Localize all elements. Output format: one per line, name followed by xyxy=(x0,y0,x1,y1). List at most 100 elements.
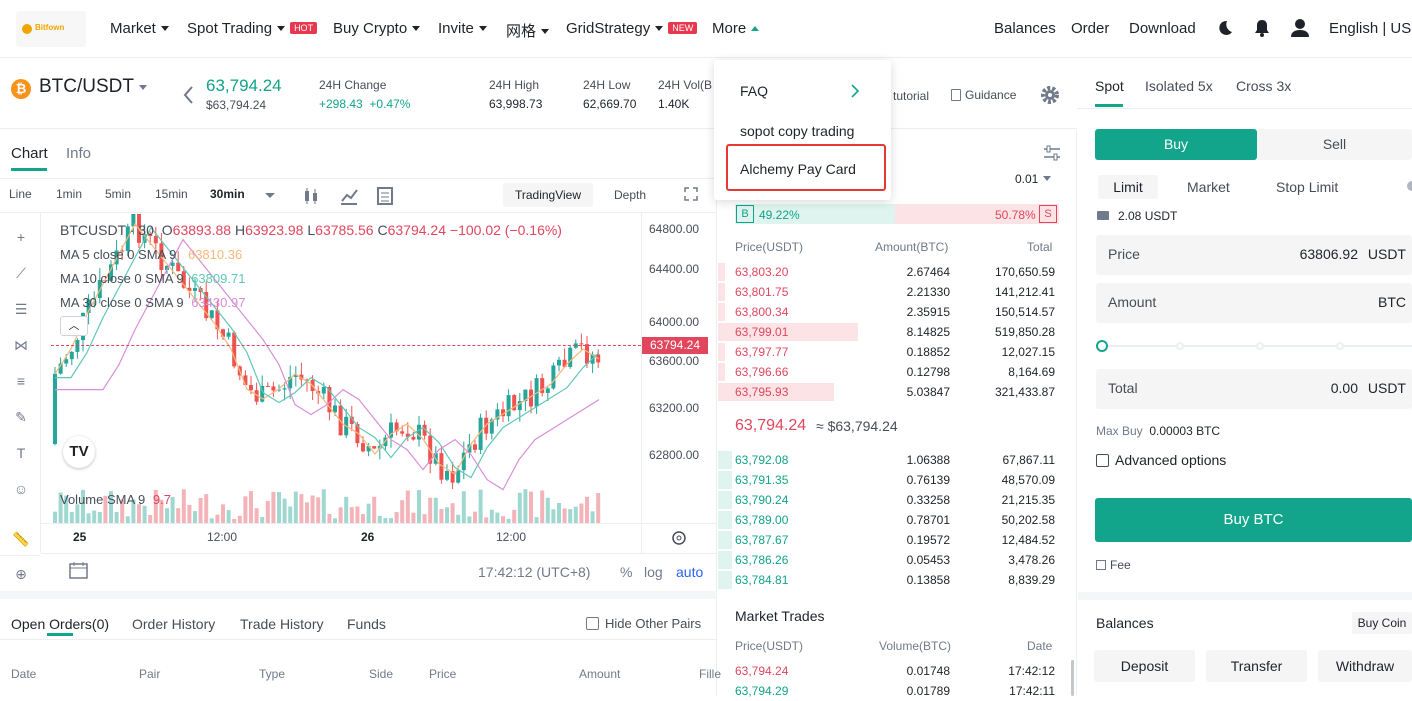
slider-mark-75[interactable] xyxy=(1336,342,1344,350)
moon-icon[interactable] xyxy=(1215,19,1233,37)
pattern-icon[interactable]: ⋈ xyxy=(14,337,28,353)
pair-selector[interactable]: BTC/USDT xyxy=(39,76,147,98)
orderbook-layout-icon[interactable] xyxy=(1043,145,1061,161)
brush-icon[interactable]: ✎ xyxy=(15,409,27,425)
nav-invite[interactable]: Invite xyxy=(438,20,487,37)
amount-field[interactable]: Amount BTC xyxy=(1096,283,1412,323)
guidance-link[interactable]: Guidance xyxy=(951,88,1016,102)
nav-download[interactable]: Download xyxy=(1129,20,1196,37)
slider-mark-50[interactable] xyxy=(1256,342,1264,350)
text-icon[interactable]: T xyxy=(16,445,26,461)
tab-chart[interactable]: Chart xyxy=(11,145,48,162)
fib-icon[interactable]: ≡ xyxy=(16,373,26,389)
ruler-icon[interactable]: 📏 xyxy=(12,531,30,547)
view-depth[interactable]: Depth xyxy=(614,188,647,202)
bell-icon[interactable] xyxy=(1253,19,1271,37)
log-scale-toggle[interactable]: log xyxy=(644,564,663,580)
precision-selector[interactable]: 0.01 xyxy=(1015,172,1052,186)
legend-collapse-button[interactable]: ︿ xyxy=(60,316,88,336)
order-type-limit[interactable]: Limit xyxy=(1098,175,1158,199)
ask-row[interactable]: 63,800.34 2.35915 150,514.57 xyxy=(718,302,1060,322)
nav-more[interactable]: More xyxy=(712,20,760,37)
orders-column-header[interactable]: Type xyxy=(259,667,286,681)
percent-scale-toggle[interactable]: % xyxy=(620,564,633,580)
auto-scale-toggle[interactable]: auto xyxy=(676,564,704,580)
menu-item-alchemy-pay-card[interactable]: Alchemy Pay Card xyxy=(726,144,886,191)
buy-btc-button[interactable]: Buy BTC xyxy=(1095,498,1412,542)
nav-grid-cn[interactable]: 网格 xyxy=(506,20,550,41)
horizontal-lines-icon[interactable]: ☰ xyxy=(14,301,28,317)
ask-row[interactable]: 63,796.66 0.12798 8,164.69 xyxy=(718,362,1060,382)
bid-row[interactable]: 63,790.24 0.33258 21,215.35 xyxy=(718,490,1060,510)
chevron-left-icon[interactable] xyxy=(182,85,194,105)
settings-sheet-icon[interactable] xyxy=(377,187,393,205)
price-field-value[interactable]: 63806.92 xyxy=(1299,246,1358,262)
ask-row[interactable]: 63,797.77 0.18852 12,027.15 xyxy=(718,342,1060,362)
bid-row[interactable]: 63,787.67 0.19572 12,484.52 xyxy=(718,530,1060,550)
slider-mark-25[interactable] xyxy=(1176,342,1184,350)
menu-item-faq[interactable]: FAQ xyxy=(714,74,891,108)
ask-row[interactable]: 63,801.75 2.21330 141,212.41 xyxy=(718,282,1060,302)
withdraw-button[interactable]: Withdraw xyxy=(1318,650,1412,682)
candle-type-icon[interactable] xyxy=(302,188,320,204)
language-currency-selector[interactable]: English | USD xyxy=(1329,20,1412,37)
fee-link[interactable]: Fee xyxy=(1096,558,1131,572)
orders-tab[interactable]: Funds xyxy=(347,616,386,632)
menu-item-copy-trading[interactable]: sopot copy trading xyxy=(714,115,891,149)
buy-toggle[interactable]: Buy xyxy=(1095,129,1257,160)
nav-market[interactable]: Market xyxy=(110,20,169,37)
bid-row[interactable]: 63,786.26 0.05453 3,478.26 xyxy=(718,550,1060,570)
tab-spot[interactable]: Spot xyxy=(1095,78,1124,94)
nav-balances[interactable]: Balances xyxy=(994,20,1056,37)
bid-row[interactable]: 63,792.08 1.06388 67,867.11 xyxy=(718,450,1060,470)
ask-row[interactable]: 63,795.93 5.03847 321,433.87 xyxy=(718,382,1060,402)
nav-grid-strategy[interactable]: GridStrategy NEW xyxy=(566,20,698,37)
tutorial-link[interactable]: tutorial xyxy=(893,89,930,103)
orders-tab[interactable]: Trade History xyxy=(240,616,324,632)
axis-settings-gear-icon[interactable] xyxy=(671,530,687,546)
bid-row[interactable]: 63,784.81 0.13858 8,839.29 xyxy=(718,570,1060,590)
checkbox[interactable] xyxy=(586,617,599,630)
nav-buy-crypto[interactable]: Buy Crypto xyxy=(333,20,421,37)
user-icon[interactable] xyxy=(1290,18,1310,38)
scrollbar[interactable] xyxy=(1071,660,1074,696)
interval-line[interactable]: Line xyxy=(9,187,32,201)
advanced-options[interactable]: Advanced options xyxy=(1096,452,1226,468)
date-range-icon[interactable] xyxy=(69,561,89,579)
logo[interactable]: Bitfown xyxy=(16,11,86,47)
orders-tab[interactable]: Open Orders(0) xyxy=(11,616,110,632)
fullscreen-icon[interactable] xyxy=(684,187,698,201)
tab-cross[interactable]: Cross 3x xyxy=(1236,78,1292,94)
view-tradingview[interactable]: TradingView xyxy=(503,183,593,207)
tab-isolated[interactable]: Isolated 5x xyxy=(1145,78,1213,94)
order-type-stop-limit[interactable]: Stop Limit xyxy=(1276,179,1339,195)
indicators-icon[interactable] xyxy=(340,187,358,205)
ask-row[interactable]: 63,803.20 2.67464 170,650.59 xyxy=(718,262,1060,282)
total-field[interactable]: Total 0.00 USDT xyxy=(1096,369,1412,409)
buy-coin-button[interactable]: Buy Coin xyxy=(1352,612,1412,634)
gear-icon[interactable] xyxy=(1040,85,1060,105)
total-field-value[interactable]: 0.00 xyxy=(1330,380,1358,396)
hide-other-pairs[interactable]: Hide Other Pairs xyxy=(586,616,701,631)
slider-handle[interactable] xyxy=(1096,340,1108,352)
ask-row[interactable]: 63,799.01 8.14825 519,850.28 xyxy=(718,322,1060,342)
orders-tab[interactable]: Order History xyxy=(132,616,216,632)
trendline-icon[interactable]: ⟋ xyxy=(16,265,26,281)
interval-5min[interactable]: 5min xyxy=(105,187,132,201)
chevron-down-icon[interactable] xyxy=(263,190,277,200)
emoji-icon[interactable]: ☺ xyxy=(13,481,29,497)
transfer-button[interactable]: Transfer xyxy=(1206,650,1307,682)
price-field[interactable]: Price 63806.92 USDT xyxy=(1096,235,1412,275)
interval-15min[interactable]: 15min xyxy=(155,187,188,201)
sell-toggle[interactable]: Sell xyxy=(1257,129,1412,160)
interval-30min[interactable]: 30min xyxy=(210,187,245,201)
tab-info[interactable]: Info xyxy=(66,145,92,162)
nav-order[interactable]: Order xyxy=(1071,20,1110,37)
zoom-in-icon[interactable]: ⊕ xyxy=(15,566,27,582)
order-type-market[interactable]: Market xyxy=(1187,179,1230,195)
advanced-options-checkbox[interactable] xyxy=(1096,454,1109,467)
bid-row[interactable]: 63,789.00 0.78701 50,202.58 xyxy=(718,510,1060,530)
nav-spot-trading[interactable]: Spot Trading HOT xyxy=(187,20,318,37)
info-icon[interactable] xyxy=(1407,181,1412,191)
interval-1min[interactable]: 1min xyxy=(56,187,83,201)
